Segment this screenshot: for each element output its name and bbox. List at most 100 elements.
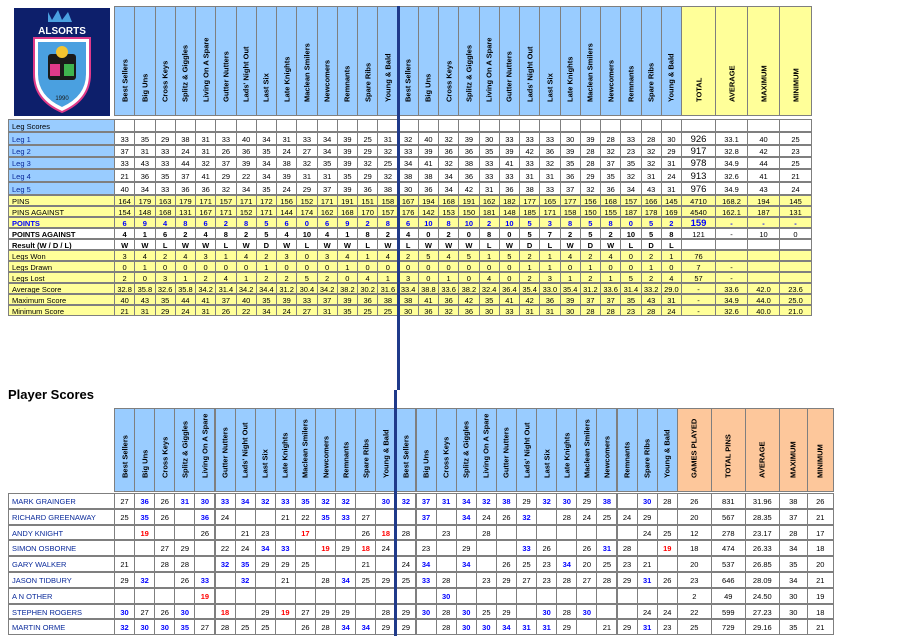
summary-cell: 25 <box>779 157 812 169</box>
player-summary-cell: 25 <box>676 619 712 636</box>
player-score-cell: 32 <box>315 493 337 509</box>
player-score-cell: 25 <box>294 556 316 572</box>
player-summary-cell: 537 <box>710 556 746 572</box>
score-cell: 39 <box>235 157 257 169</box>
player-summary-cell: 646 <box>710 572 746 588</box>
score-cell: 33 <box>114 157 136 169</box>
player-score-cell: 30 <box>556 493 578 509</box>
player-summary-cell: 599 <box>710 603 746 620</box>
player-score-cell: 32 <box>254 493 276 509</box>
player-score-cell: 21 <box>114 556 136 572</box>
player-score-cell: 29 <box>616 572 638 588</box>
player-score-cell: 24 <box>636 524 658 541</box>
player-score-cell <box>274 619 296 636</box>
player-score-cell: 25 <box>656 524 678 541</box>
player-score-cell <box>174 587 196 604</box>
score-cell: 35 <box>154 169 176 182</box>
half-divider <box>394 390 398 636</box>
player-score-cell <box>315 524 337 541</box>
player-score-cell: 17 <box>294 524 316 541</box>
team-name: Gutter Nutters <box>501 427 511 478</box>
player-score-cell <box>174 508 196 525</box>
player-score-cell <box>495 587 517 604</box>
team-name: Cross Keys <box>441 436 451 478</box>
player-score-cell: 24 <box>214 508 236 525</box>
team-column-header: Late Knights <box>556 408 578 492</box>
player-score-cell: 29 <box>315 603 337 620</box>
player-score-cell <box>616 524 638 541</box>
summary-cell <box>779 261 812 272</box>
player-score-cell: 32 <box>214 556 236 572</box>
player-summary-cell: 38 <box>778 493 808 509</box>
team-column-header: Spare Ribs <box>636 408 658 492</box>
player-score-cell: 24 <box>395 556 417 572</box>
player-score-cell <box>536 524 558 541</box>
team-column-header: Big Uns <box>134 408 156 492</box>
player-score-cell <box>254 587 276 604</box>
summary-cell: 21.0 <box>779 305 812 316</box>
score-cell: 35 <box>255 182 277 195</box>
player-summary-cell: 18 <box>806 603 834 620</box>
player-score-cell: 27 <box>134 603 156 620</box>
player-score-cell: 27 <box>355 508 377 525</box>
summary-cell <box>779 272 812 283</box>
player-score-cell: 28 <box>435 572 457 588</box>
player-summary-cell: 37 <box>778 508 808 525</box>
player-score-cell: 26 <box>495 508 517 525</box>
player-score-cell <box>556 540 578 557</box>
player-score-cell: 28 <box>435 603 457 620</box>
player-score-cell <box>596 524 618 541</box>
player-summary-cell: 28.09 <box>744 572 780 588</box>
team-column-header: Splitz & Giggles <box>174 408 196 492</box>
player-score-cell <box>274 587 296 604</box>
player-score-cell <box>636 540 658 557</box>
player-score-cell: 30 <box>134 619 156 636</box>
player-score-cell <box>656 508 678 525</box>
team-column-header: Maclean Smilers <box>294 408 316 492</box>
summary-cell: 0 <box>779 228 812 239</box>
player-score-cell <box>294 540 316 557</box>
player-score-cell <box>294 572 316 588</box>
player-score-cell <box>114 540 136 557</box>
player-score-cell: 38 <box>495 493 517 509</box>
team-name: Living On A Spare <box>200 413 210 478</box>
team-column-header: Cross Keys <box>435 408 457 492</box>
player-summary-cell: 35 <box>778 619 808 636</box>
team-column-header: Lads' Night Out <box>516 408 538 492</box>
player-score-cell: 23 <box>435 524 457 541</box>
player-score-cell: 28 <box>154 556 176 572</box>
player-score-cell: 28 <box>315 572 337 588</box>
player-score-cell <box>516 587 538 604</box>
player-score-cell <box>656 556 678 572</box>
player-summary-cell: 21 <box>806 619 834 636</box>
player-score-cell: 21 <box>234 524 256 541</box>
player-score-cell: 32 <box>114 619 136 636</box>
player-score-cell: 28 <box>315 619 337 636</box>
player-score-cell: 31 <box>435 493 457 509</box>
summary-cell <box>779 239 812 250</box>
score-cell: 32 <box>620 169 642 182</box>
player-score-cell: 26 <box>576 540 598 557</box>
player-summary-cell: 729 <box>710 619 746 636</box>
team-column-header: Gutter Nutters <box>214 408 236 492</box>
player-score-cell: 29 <box>556 619 578 636</box>
team-column-header: Living On A Spare <box>475 408 497 492</box>
player-score-cell: 23 <box>536 556 558 572</box>
player-score-cell: 34 <box>335 572 357 588</box>
player-score-cell: 28 <box>656 493 678 509</box>
summary-cell: 42 <box>747 145 780 157</box>
player-score-cell: 31 <box>596 540 618 557</box>
player-summary-cell: 49 <box>710 587 746 604</box>
player-score-cell <box>234 603 256 620</box>
player-summary-header: AVERAGE <box>744 408 780 492</box>
player-score-cell: 37 <box>415 493 437 509</box>
player-score-cell: 25 <box>395 572 417 588</box>
player-score-cell <box>234 508 256 525</box>
team-column-header: Lads' Night Out <box>234 408 256 492</box>
team-name: Last Six <box>542 449 552 478</box>
player-score-cell <box>596 603 618 620</box>
player-score-cell: 31 <box>636 619 658 636</box>
player-score-cell <box>214 524 236 541</box>
player-score-cell: 23 <box>254 524 276 541</box>
row-label: Leg 4 <box>8 169 115 182</box>
